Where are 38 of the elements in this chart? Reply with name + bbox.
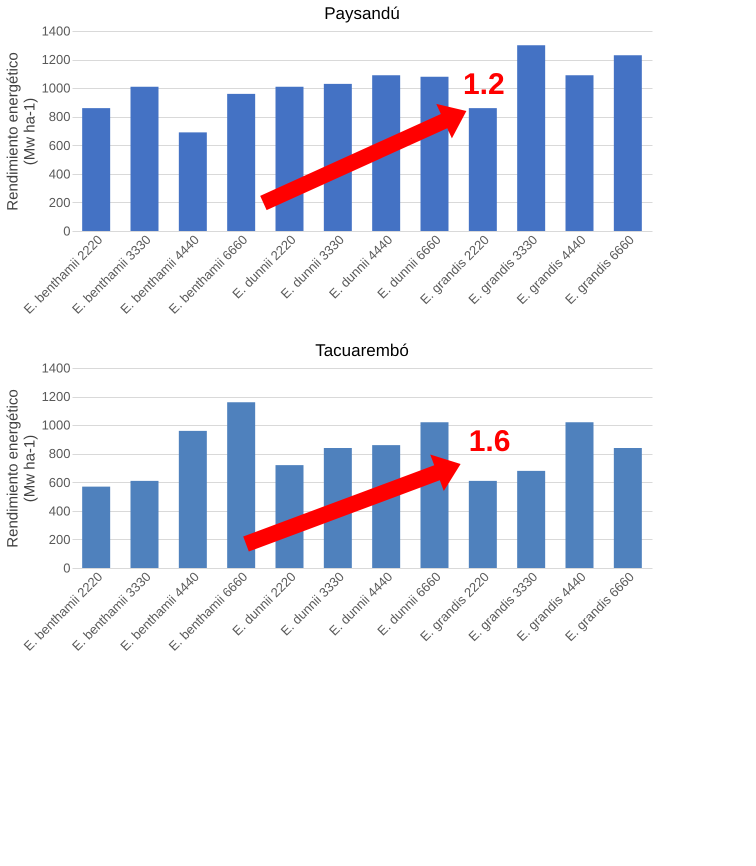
bar bbox=[178, 132, 207, 231]
annotation: 1.2 bbox=[462, 68, 505, 101]
bar bbox=[614, 55, 642, 231]
y-tick-label: 1400 bbox=[42, 24, 70, 38]
y-tick-label: 1200 bbox=[42, 52, 70, 68]
y-tick-label: 200 bbox=[48, 532, 70, 547]
bar bbox=[566, 422, 594, 568]
y-axis-title: Rendimiento energético (Mw ha-1) bbox=[4, 389, 39, 548]
bar bbox=[82, 108, 110, 231]
bar bbox=[614, 448, 642, 568]
y-tick-label: 1000 bbox=[42, 418, 70, 433]
bar bbox=[130, 86, 158, 231]
bar bbox=[468, 108, 497, 231]
bar bbox=[227, 94, 256, 231]
y-tick-label: 1000 bbox=[42, 80, 70, 96]
y-tick-label: 0 bbox=[63, 560, 70, 576]
annotation: 1.6 bbox=[468, 425, 510, 458]
y-tick-label: 200 bbox=[48, 194, 70, 210]
bar bbox=[517, 45, 546, 231]
y-tick-label: 800 bbox=[48, 109, 70, 124]
y-axis-title: Rendimiento energético (Mw ha-1) bbox=[4, 52, 39, 211]
y-tick-label: 600 bbox=[48, 138, 70, 153]
bar bbox=[468, 480, 497, 568]
bar bbox=[227, 402, 256, 568]
y-tick-label: 600 bbox=[48, 474, 70, 490]
bar bbox=[130, 480, 158, 568]
y-tick-label: 0 bbox=[63, 224, 70, 238]
y-tick-label: 400 bbox=[48, 166, 70, 182]
y-tick-label: 1200 bbox=[42, 389, 70, 404]
chart-title: Paysandú bbox=[324, 4, 400, 23]
y-tick-label: 800 bbox=[48, 446, 70, 462]
bar bbox=[566, 75, 594, 231]
y-tick-label: 1400 bbox=[42, 360, 70, 376]
bar bbox=[82, 486, 110, 568]
bar bbox=[178, 430, 207, 568]
chart-title: Tacuarembó bbox=[315, 341, 409, 360]
y-tick-label: 400 bbox=[48, 503, 70, 518]
bar bbox=[517, 470, 546, 568]
